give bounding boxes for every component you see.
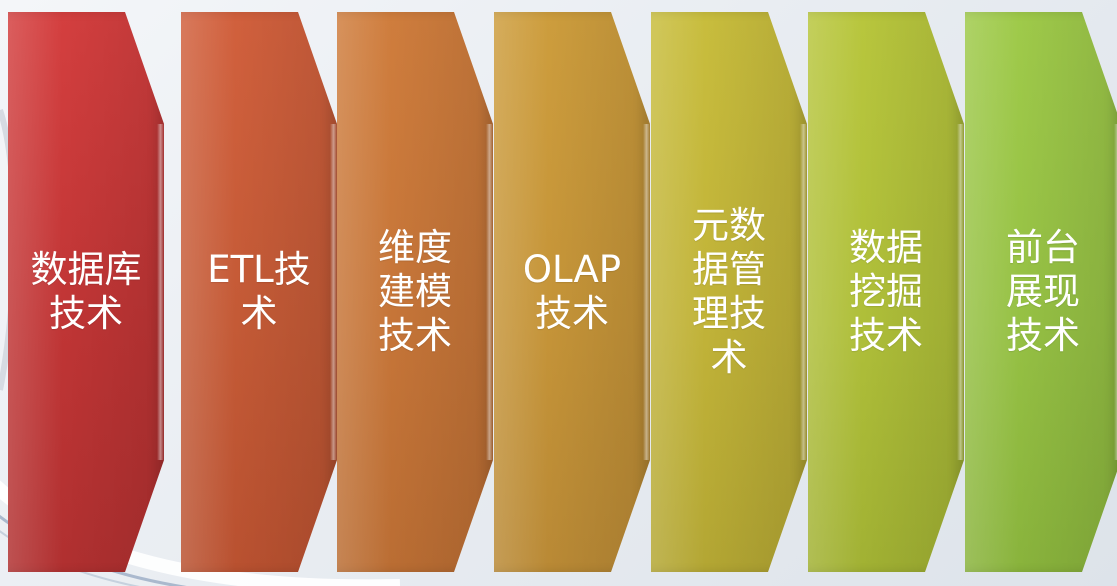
stage-3-label: 维度 建模 技术 xyxy=(337,226,493,358)
chevron-stage-1: 数据库 技术 xyxy=(8,12,164,572)
stage-1-line-2: 技术 xyxy=(49,292,123,335)
stage-1-label: 数据库 技术 xyxy=(8,248,164,336)
stage-3-line-1: 维度 xyxy=(378,226,452,269)
stage-5-line-3: 理技 xyxy=(692,292,766,335)
stage-3-line-3: 技术 xyxy=(378,314,452,357)
stage-6-line-1: 数据 xyxy=(849,226,923,269)
stage-4-label: OLAP 技术 xyxy=(494,248,650,336)
stage-6-line-3: 技术 xyxy=(849,314,923,357)
chevron-stage-3: 维度 建模 技术 xyxy=(337,12,493,572)
stage-6-line-2: 挖掘 xyxy=(849,270,923,313)
stage-5-line-1: 元数 xyxy=(692,204,766,247)
stage-2-line-1: ETL技 xyxy=(207,248,311,291)
stage-4-line-2: 技术 xyxy=(535,292,609,335)
chevron-stage-2: ETL技 术 xyxy=(181,12,337,572)
chevron-stage-6: 数据 挖掘 技术 xyxy=(808,12,964,572)
stage-7-line-1: 前台 xyxy=(1006,226,1080,269)
stage-1-line-1: 数据库 xyxy=(30,248,142,291)
stage-7-line-3: 技术 xyxy=(1006,314,1080,357)
chevron-stage-5: 元数 据管 理技 术 xyxy=(651,12,807,572)
stage-6-label: 数据 挖掘 技术 xyxy=(808,226,964,358)
stage-5-line-4: 术 xyxy=(710,336,748,379)
stage-7-label: 前台 展现 技术 xyxy=(965,226,1117,358)
stage-5-line-2: 据管 xyxy=(692,248,766,291)
chevron-stage-4: OLAP 技术 xyxy=(494,12,650,572)
stage-5-label: 元数 据管 理技 术 xyxy=(651,204,807,380)
chevron-stage-7: 前台 展现 技术 xyxy=(965,12,1117,572)
stage-2-label: ETL技 术 xyxy=(181,248,337,336)
stage-4-line-1: OLAP xyxy=(522,248,622,291)
stage-7-line-2: 展现 xyxy=(1006,270,1080,313)
stage-3-line-2: 建模 xyxy=(378,270,452,313)
stage-2-line-2: 术 xyxy=(240,292,278,335)
